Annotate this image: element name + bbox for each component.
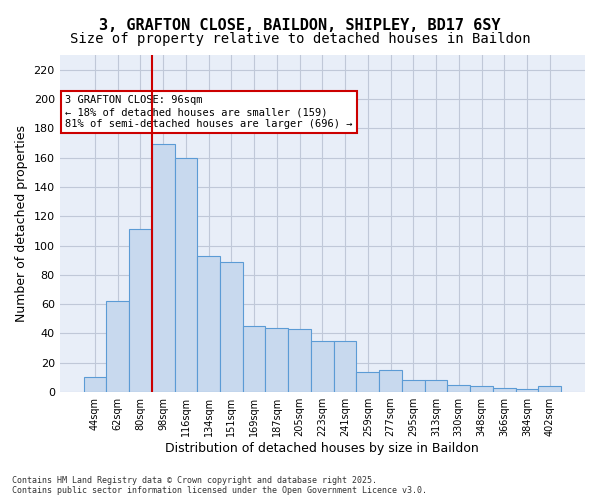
Bar (379, 370, 402, 392)
Text: Size of property relative to detached houses in Baildon: Size of property relative to detached ho… (70, 32, 530, 46)
Text: 3 GRAFTON CLOSE: 96sqm
← 18% of detached houses are smaller (159)
81% of semi-de: 3 GRAFTON CLOSE: 96sqm ← 18% of detached… (65, 96, 352, 128)
Bar (448, 385, 470, 392)
Bar (311, 341, 334, 392)
Text: 3, GRAFTON CLOSE, BAILDON, SHIPLEY, BD17 6SY: 3, GRAFTON CLOSE, BAILDON, SHIPLEY, BD17… (99, 18, 501, 32)
Bar (220, 262, 243, 392)
Bar (83, 378, 106, 392)
Bar (515, 389, 538, 392)
Bar (106, 301, 129, 392)
Bar (425, 380, 448, 392)
Y-axis label: Number of detached properties: Number of detached properties (15, 125, 28, 322)
Text: Contains HM Land Registry data © Crown copyright and database right 2025.
Contai: Contains HM Land Registry data © Crown c… (12, 476, 427, 495)
X-axis label: Distribution of detached houses by size in Baildon: Distribution of detached houses by size … (166, 442, 479, 455)
Bar (288, 329, 311, 392)
Bar (129, 230, 152, 392)
Bar (334, 341, 356, 392)
Bar (493, 388, 515, 392)
Bar (197, 256, 220, 392)
Bar (265, 328, 288, 392)
Bar (152, 144, 175, 392)
Bar (175, 158, 197, 392)
Bar (356, 372, 379, 392)
Bar (402, 380, 425, 392)
Bar (470, 386, 493, 392)
Bar (243, 326, 265, 392)
Bar (538, 386, 561, 392)
